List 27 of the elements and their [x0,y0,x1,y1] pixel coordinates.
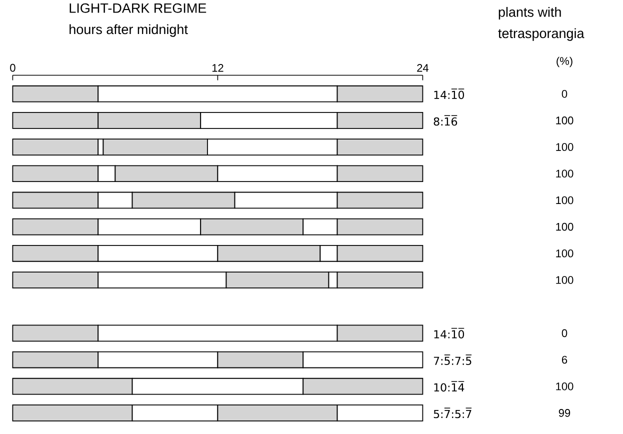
text: tetrasporangia [498,28,584,41]
text: 0 [562,90,568,98]
text: 100 [556,222,574,231]
text: 100 [556,143,574,151]
x-tick-label: 12 [212,64,224,72]
x-tick-label: 0 [10,64,16,72]
text: 100 [556,116,574,124]
y-tick-label: 14:1̅0̅ [434,328,464,338]
text: plants with [498,6,561,20]
x-tick-label: 24 [417,64,428,72]
text: 100 [556,276,574,284]
text: 100 [556,249,574,258]
y-tick-label: 14:1̅0̅ [434,88,464,99]
chart-title: LIGHT-DARK REGIME [70,3,206,13]
text: 100 [556,170,574,178]
y-tick-label: 10:1̅4̅ [434,381,464,392]
y-tick-label: 8:1̅6̅ [434,115,458,126]
text: 100 [556,196,574,204]
y-tick-label: 7:5̅:7:5̅ [434,354,472,365]
text: 0 [562,329,568,337]
text: 6 [562,356,568,364]
text: 100 [556,382,574,390]
text: 99 [558,408,570,417]
text: (%) [556,56,572,67]
y-tick-label: 5:7̅:5:7̅ [434,408,472,418]
x-axis-title: hours after midnight [70,24,188,37]
bar [12,138,99,156]
